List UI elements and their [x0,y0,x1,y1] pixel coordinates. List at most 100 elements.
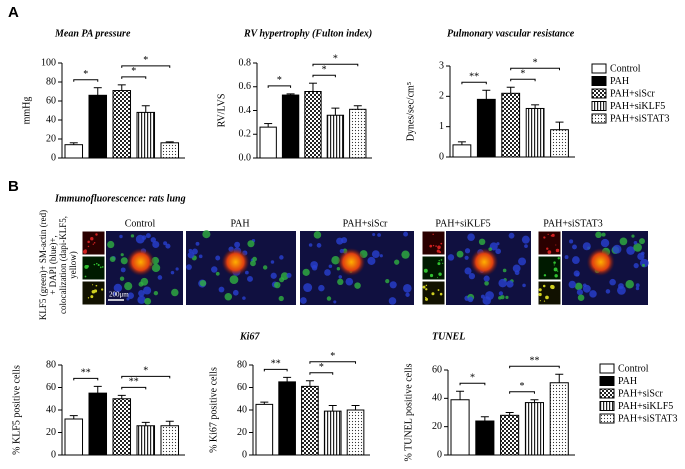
speck [438,272,442,276]
nucleus [145,233,151,239]
speck [91,284,94,286]
thumbnail [81,255,106,281]
bar [524,402,545,456]
nucleus [631,234,635,238]
significance-bracket [510,67,561,71]
nucleus [612,244,622,254]
speck [90,237,94,241]
significance-bracket [312,74,336,78]
nucleus [127,292,134,300]
image-column-title: PAH+siScr [343,218,388,229]
bar [136,425,156,456]
chart-title: Ki67 [239,331,260,342]
nucleus [247,275,253,282]
nucleus [572,256,580,264]
image-column-title: PAH+siKLF5 [435,218,490,229]
image-y-label: KLF5 (green)+ SM-actin (red) [38,210,48,320]
y-tick-label: 0.8 [239,57,252,68]
bar [304,91,322,159]
legend-label: PAH+siKLF5 [618,401,673,412]
nucleus [244,270,249,275]
image-column-title: Control [125,218,156,229]
nucleus [568,280,577,289]
bar [278,381,296,456]
nucleus [157,275,163,280]
y-tick-label: 60 [432,364,442,375]
y-tick-label: 80 [46,76,56,87]
nucleus [137,295,146,304]
nucleus [252,256,257,262]
bar [500,414,520,456]
speck [425,284,428,287]
bar [281,94,300,159]
bar [476,98,496,158]
nucleus [505,295,509,299]
nucleus [163,241,168,246]
nucleus [354,282,361,289]
nucleus [464,267,472,275]
significance-label: ** [469,72,479,83]
chart-title: Pulmonary vascular resistance [447,28,575,39]
bar [255,403,274,456]
speck [435,245,437,247]
nucleus [130,234,135,238]
speck [553,261,556,264]
y-axis-label: % TUNEL positive cells [403,363,414,461]
nucleus [300,297,307,304]
nucleus [120,253,124,257]
y-tick-label: 0.6 [239,81,252,92]
nucleus [496,242,500,246]
nucleus [215,255,221,261]
bar [326,114,345,159]
bar [549,382,569,456]
speck [555,248,560,253]
y-tick-label: 80 [237,359,247,370]
nucleus [279,277,285,283]
nucleus [135,234,145,244]
speck [97,264,100,267]
significance-label: * [131,66,136,77]
nucleus [286,272,292,278]
significance-label: * [520,69,525,80]
speck [429,273,434,278]
speck [425,297,429,301]
speck [93,241,96,244]
nucleus [589,290,597,298]
legend-label: PAH [610,76,629,87]
nucleus [165,243,171,249]
nucleus [328,264,333,269]
speck [550,285,555,290]
bar [450,399,470,456]
nucleus [247,240,255,248]
nucleus [498,278,507,288]
nucleus [372,232,376,237]
nucleus [270,260,275,264]
nucleus [224,292,233,301]
nucleus [199,279,207,287]
nucleus [619,237,628,246]
legend-label: PAH+siScr [618,388,663,399]
nucleus [467,296,474,303]
vessel [337,248,366,276]
legend-swatch [599,388,615,399]
speck [436,277,438,279]
nucleus [512,264,521,273]
bar [136,111,156,159]
y-tick-label: 20 [46,427,56,438]
bar [160,425,180,456]
nucleus [170,270,175,275]
significance-label: * [83,69,88,80]
image-y-label: + DAPI (blue)+, [48,235,58,294]
image-y-label: yellow) [68,251,78,279]
nucleus [112,292,117,296]
y-axis-label: % Ki67 positive cells [208,367,219,453]
nucleus [478,238,486,246]
bar [349,108,367,159]
speck [539,300,541,302]
nucleus [641,263,646,267]
speck [99,266,102,269]
significance-bracket [267,85,292,88]
nucleus [635,283,640,288]
nucleus [279,255,284,260]
nucleus [633,243,642,252]
